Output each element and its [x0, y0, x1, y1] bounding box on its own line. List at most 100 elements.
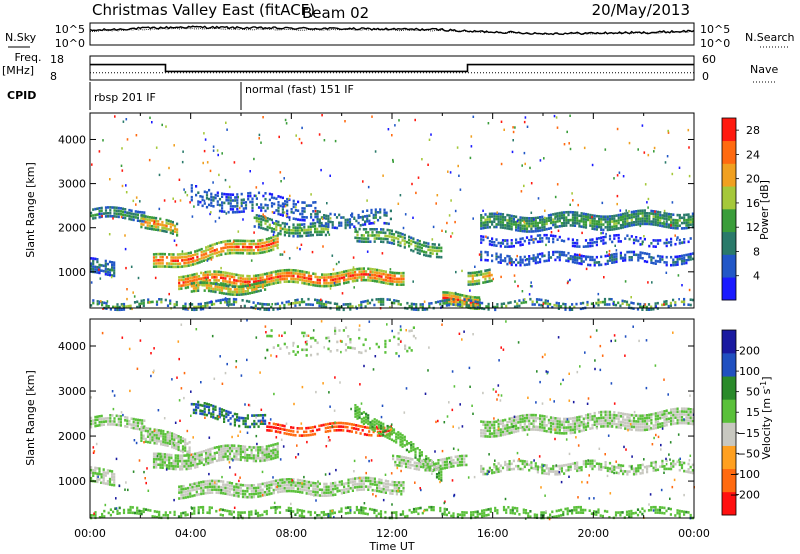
velocity-cell [369, 476, 372, 480]
velocity-cell [266, 484, 269, 488]
power-cell [630, 296, 632, 299]
power-cell [116, 305, 119, 309]
velocity-cell [375, 419, 378, 422]
power-cell [331, 254, 334, 257]
velocity-cell [334, 493, 337, 496]
power-cell [299, 278, 302, 282]
power-cell [202, 307, 205, 311]
velocity-cell [174, 467, 177, 471]
power-cell [245, 299, 249, 303]
power-cell [301, 210, 304, 213]
power-cell [589, 216, 592, 219]
velocity-cell [173, 446, 176, 450]
velocity-cell [279, 423, 282, 427]
power-cell [352, 256, 355, 259]
velocity-cell [233, 485, 236, 488]
velocity-cell [384, 485, 387, 489]
velocity-cell [279, 478, 282, 482]
velocity-cell [189, 456, 192, 459]
power-cell [314, 225, 317, 228]
velocity-cell [398, 487, 401, 490]
power-cell [176, 234, 179, 237]
power-cell [599, 301, 602, 304]
power-cell [517, 284, 519, 288]
velocity-cell [377, 426, 381, 429]
power-cell [480, 273, 483, 276]
velocity-cell [222, 489, 225, 492]
velocity-cell [307, 480, 310, 484]
power-cell [536, 261, 539, 264]
power-cell [92, 257, 95, 260]
power-cell [500, 120, 503, 123]
power-cell [108, 268, 112, 272]
power-cell [223, 192, 226, 196]
power-cell [199, 302, 202, 306]
power-cell [316, 275, 319, 279]
power-cell [255, 203, 258, 206]
power-cell [371, 228, 374, 231]
power-cell [283, 228, 286, 231]
power-cell [358, 240, 361, 243]
velocity-cell [104, 482, 107, 485]
power-cell [176, 259, 179, 262]
power-cell [281, 214, 284, 217]
power-cell [118, 308, 121, 312]
power-cell [650, 305, 653, 309]
power-cell [576, 245, 579, 248]
power-cell [587, 255, 590, 259]
noise-tick-right-top: 10^5 [700, 23, 730, 36]
velocity-cell [177, 448, 180, 452]
power-cell [270, 205, 274, 208]
velocity-cell [113, 473, 116, 476]
power-cell [178, 284, 181, 288]
power-cell [265, 217, 267, 220]
power-cell [369, 267, 372, 271]
power-cell [373, 234, 376, 237]
power-cell [184, 305, 187, 308]
power-cell [545, 222, 548, 226]
velocity-cell [337, 428, 340, 432]
power-cell [593, 261, 596, 264]
velocity-cell [346, 425, 349, 429]
velocity-cell [303, 482, 306, 486]
velocity-cell [395, 432, 398, 436]
velocity-cell [222, 455, 225, 459]
velocity-cell [395, 481, 398, 484]
power-cell [250, 246, 253, 249]
velocity-cell [252, 457, 255, 460]
power-cell [508, 227, 511, 231]
velocity-cell [307, 426, 310, 430]
power-cell [552, 253, 555, 256]
power-cell [557, 304, 560, 308]
power-cell [431, 238, 434, 241]
power-cell [299, 269, 302, 273]
power-cell [233, 245, 236, 249]
velocity-cell [386, 433, 389, 436]
velocity-cell [115, 414, 118, 418]
power-cell [221, 192, 224, 195]
power-cell [260, 141, 262, 144]
power-cell [415, 303, 418, 306]
velocity-cell [360, 485, 363, 488]
power-cell [369, 228, 372, 231]
velocity-cell [241, 483, 245, 487]
power-cell [622, 223, 625, 226]
velocity-cell [267, 452, 271, 456]
velocity-cell [162, 440, 165, 444]
velocity-cell [391, 483, 394, 487]
power-cell [283, 205, 285, 208]
power-cell [109, 308, 112, 311]
power-cell [412, 216, 414, 219]
power-cell [300, 141, 303, 145]
power-cell [309, 234, 312, 237]
power-cell [157, 223, 160, 226]
velocity-cell [202, 489, 205, 492]
power-cell [292, 226, 295, 229]
velocity-cell [173, 438, 176, 442]
velocity-cell [405, 448, 408, 452]
power-cell [639, 302, 642, 306]
power-cell [516, 254, 518, 258]
power-cell [515, 228, 518, 232]
velocity-cell [153, 441, 156, 445]
velocity-cell [399, 441, 402, 444]
